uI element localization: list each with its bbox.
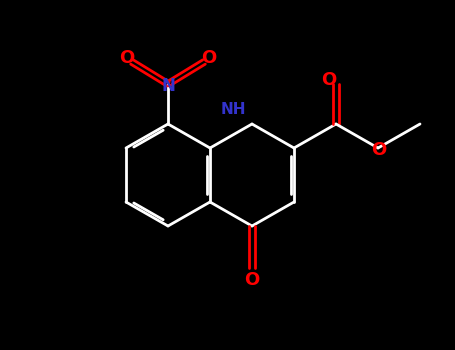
Text: O: O xyxy=(119,49,135,67)
Text: O: O xyxy=(244,271,260,289)
Text: N: N xyxy=(161,77,175,95)
Text: NH: NH xyxy=(220,103,246,118)
Text: O: O xyxy=(371,141,387,159)
Text: O: O xyxy=(321,71,337,89)
Text: O: O xyxy=(202,49,217,67)
